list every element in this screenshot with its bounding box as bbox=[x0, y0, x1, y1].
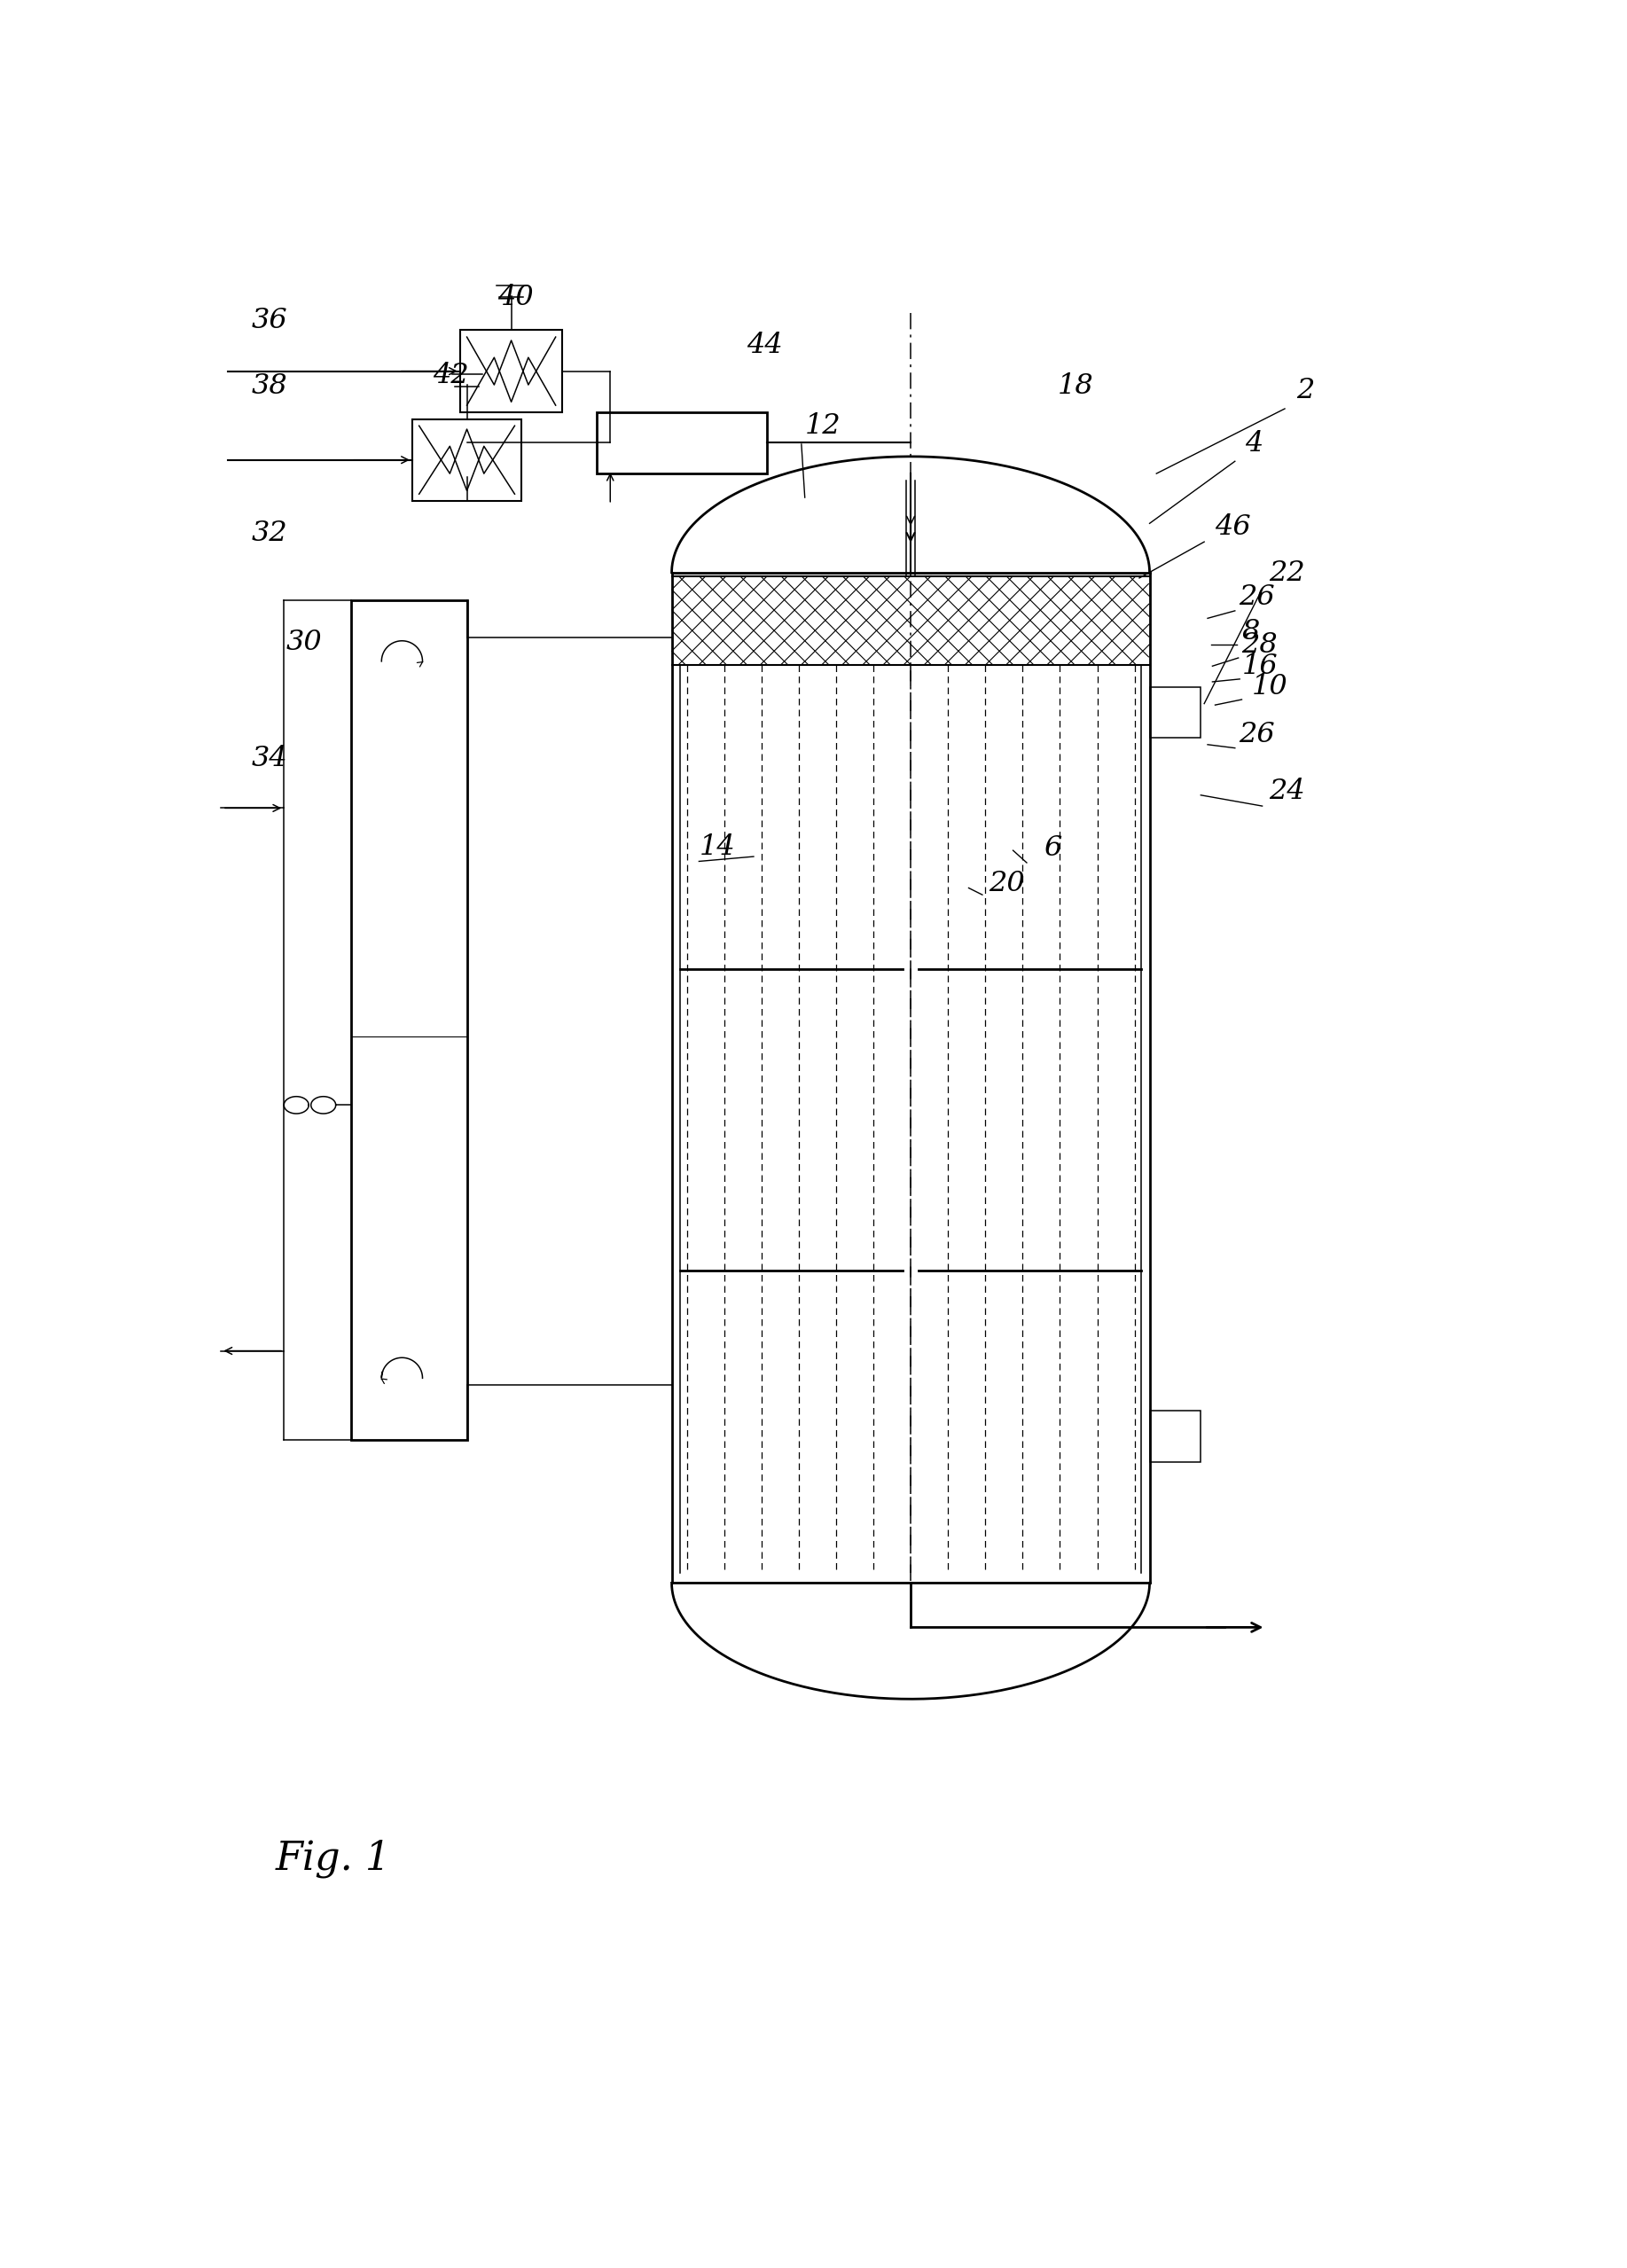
Text: 20: 20 bbox=[989, 869, 1025, 896]
Text: 34: 34 bbox=[252, 746, 288, 773]
Text: 38: 38 bbox=[252, 372, 288, 399]
Bar bbox=[460, 331, 563, 413]
Text: 16: 16 bbox=[1241, 653, 1277, 680]
Text: 18: 18 bbox=[1058, 372, 1093, 399]
Text: 8: 8 bbox=[1241, 619, 1259, 646]
Text: 6: 6 bbox=[1045, 835, 1062, 862]
Text: 12: 12 bbox=[805, 413, 841, 440]
Bar bbox=[1150, 1411, 1201, 1463]
Text: 32: 32 bbox=[252, 519, 288, 547]
Text: 30: 30 bbox=[286, 628, 322, 655]
Text: 42: 42 bbox=[433, 363, 469, 390]
Text: 22: 22 bbox=[1269, 560, 1305, 587]
Text: Fig. 1: Fig. 1 bbox=[275, 1839, 390, 1878]
Text: 26: 26 bbox=[1238, 583, 1274, 610]
Text: 36: 36 bbox=[252, 306, 288, 333]
Text: 14: 14 bbox=[700, 832, 735, 862]
Bar bbox=[412, 420, 522, 501]
Text: 4: 4 bbox=[1245, 429, 1263, 458]
Text: 46: 46 bbox=[1214, 515, 1251, 542]
Text: 44: 44 bbox=[747, 331, 783, 358]
Text: 10: 10 bbox=[1253, 674, 1289, 701]
Text: 28: 28 bbox=[1241, 631, 1277, 658]
Text: 2: 2 bbox=[1297, 376, 1315, 404]
Text: 24: 24 bbox=[1269, 778, 1305, 805]
Text: 40: 40 bbox=[498, 284, 534, 311]
Bar bbox=[1150, 687, 1201, 737]
Bar bbox=[597, 413, 768, 474]
Bar bbox=[351, 599, 467, 1440]
Text: 26: 26 bbox=[1238, 721, 1274, 748]
